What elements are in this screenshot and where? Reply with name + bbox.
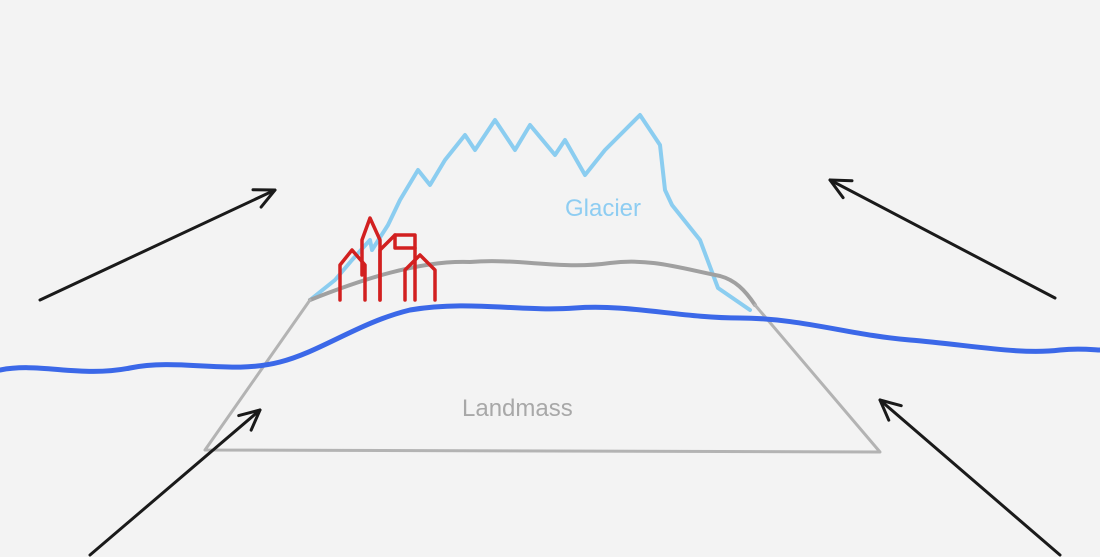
background	[0, 0, 1100, 557]
diagram-canvas: Glacier Landmass	[0, 0, 1100, 557]
diagram-svg	[0, 0, 1100, 557]
